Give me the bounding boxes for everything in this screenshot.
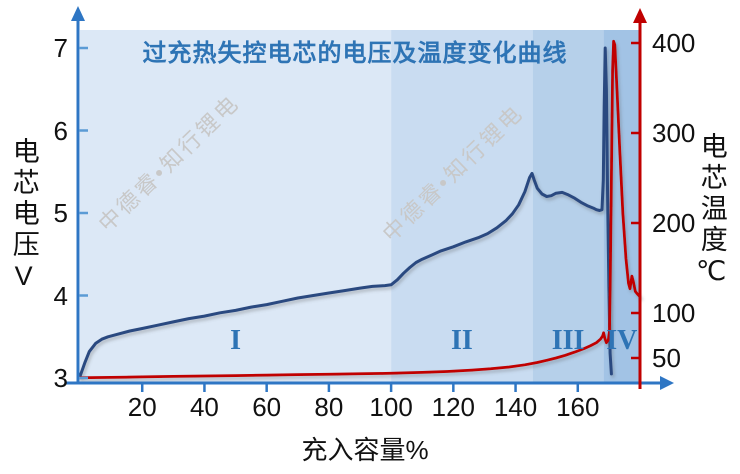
- left-axis-title: 电芯电压V: [8, 137, 39, 295]
- x-tick-label: 80: [314, 392, 344, 422]
- region-label-II: II: [450, 325, 473, 356]
- x-axis-title: 充入容量%: [301, 435, 429, 465]
- region-band-II: [391, 30, 533, 383]
- x-tick-label: 40: [189, 392, 219, 422]
- data-curves: [78, 39, 642, 380]
- region-bands: [80, 30, 640, 383]
- chart-title: 过充热失控电芯的电压及温度变化曲线: [142, 40, 568, 67]
- x-axis-arrow: [660, 376, 674, 390]
- x-tick-label: 100: [369, 392, 413, 422]
- x-tick-label: 160: [556, 392, 600, 422]
- y-left-tick-label: 6: [53, 115, 68, 146]
- y-right-tick-label: 100: [652, 298, 696, 328]
- y-right-tick-label: 300: [652, 118, 696, 148]
- region-label-IV: IV: [606, 325, 638, 356]
- y-right-tick-label: 50: [652, 343, 681, 373]
- right-axis-title: 电芯温度℃: [696, 132, 727, 291]
- y-axis-left-arrow: [71, 6, 85, 21]
- region-band-I: [80, 30, 392, 383]
- axes: [66, 6, 674, 392]
- region-label-I: I: [230, 325, 241, 356]
- y-left-tick-label: 4: [53, 280, 68, 311]
- y-left-tick-label: 5: [53, 198, 68, 228]
- x-tick-label: 60: [252, 392, 282, 422]
- temperature-curve: [78, 39, 642, 380]
- y-left-tick-label: 3: [53, 363, 68, 393]
- x-tick-label: 140: [493, 392, 538, 422]
- y-left-tick-label: 7: [53, 33, 68, 63]
- x-tick-label: 20: [127, 392, 157, 422]
- x-tick-label: 120: [431, 392, 476, 422]
- voltage-curve: [78, 46, 613, 378]
- y-right-tick-label: 400: [652, 28, 696, 58]
- region-label-III: III: [551, 325, 585, 356]
- y-axis-right-arrow: [633, 8, 647, 23]
- y-right-tick-label: 200: [652, 208, 696, 238]
